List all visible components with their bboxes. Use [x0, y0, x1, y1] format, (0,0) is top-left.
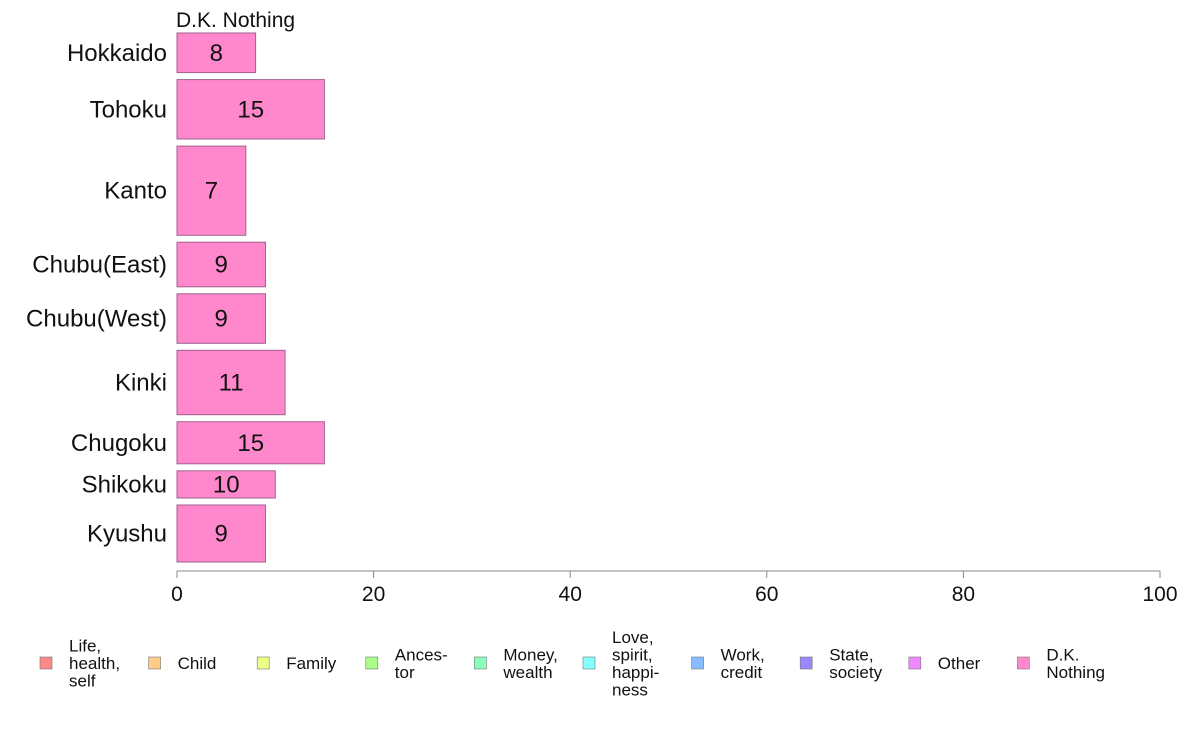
legend-item: Work,credit: [691, 645, 765, 682]
x-tick-label: 100: [1142, 583, 1177, 606]
bar-value-label: 9: [215, 252, 228, 279]
legend-item: Other: [908, 654, 981, 673]
category-label: Kanto: [104, 178, 167, 205]
legend-item: Child: [148, 654, 217, 673]
legend-label: State,: [829, 645, 873, 664]
legend-item: Money,wealth: [474, 645, 558, 682]
legend-swatch: [148, 656, 161, 670]
legend-item: State,society: [799, 645, 883, 682]
legend-label: D.K.: [1046, 645, 1079, 664]
bar-4: [176, 293, 266, 344]
bar-1: [176, 79, 325, 140]
legend-swatch: [256, 656, 270, 670]
bar-0: [176, 32, 257, 74]
legend-label: Money,: [503, 645, 558, 664]
legend-label: Life,: [69, 637, 101, 656]
legend-swatch: [799, 656, 813, 670]
chart-title: D.K. Nothing: [176, 9, 295, 32]
legend-swatch: [691, 656, 704, 670]
bar-6: [176, 421, 325, 465]
bar-3: [176, 241, 266, 288]
legend-label: Love,: [612, 628, 654, 647]
bar-7: [176, 470, 276, 499]
legend-item: Family: [256, 654, 337, 673]
legend-item: D.K.Nothing: [1017, 645, 1105, 682]
x-axis: 0 20 40 60 80 100: [171, 570, 1178, 606]
legend-label: health,: [69, 654, 120, 673]
legend-swatch: [908, 656, 922, 670]
category-label: Chubu(West): [26, 306, 167, 333]
x-tick-label: 80: [952, 583, 975, 606]
bar-value-label: 15: [237, 430, 264, 457]
category-label: Chubu(East): [32, 252, 167, 279]
legend-label: Child: [178, 654, 217, 673]
legend-swatch: [39, 656, 53, 670]
legend-label: Work,: [721, 645, 765, 664]
legend-label: Nothing: [1046, 663, 1105, 682]
bar-value-label: 15: [237, 96, 264, 123]
bar-value-label: 9: [215, 521, 228, 548]
legend-item: Ances-tor: [365, 645, 448, 682]
bar-value-label: 10: [213, 471, 240, 498]
legend-label: Family: [286, 654, 337, 673]
category-labels: Hokkaido Tohoku Kanto Chubu(East) Chubu(West…: [26, 40, 167, 548]
category-label: Kyushu: [87, 521, 167, 548]
category-label: Kinki: [115, 370, 167, 397]
category-label: Tohoku: [90, 96, 167, 123]
legend-label: credit: [721, 663, 763, 682]
legend-swatch: [474, 656, 487, 670]
category-label: Shikoku: [82, 471, 167, 498]
x-tick-label: 40: [559, 583, 582, 606]
legend-label: Ances-: [395, 645, 448, 664]
bar-value-label: 11: [219, 370, 244, 397]
legend-label: ness: [612, 680, 648, 699]
bar-5: [176, 349, 286, 416]
legend-label: spirit,: [612, 645, 653, 664]
legend-item: Life,health,self: [39, 637, 120, 691]
legend-label: self: [69, 672, 96, 691]
bar-value-label: 7: [205, 178, 218, 205]
legend-swatch: [365, 656, 379, 670]
bar-2: [176, 145, 247, 236]
legend-label: wealth: [502, 663, 552, 682]
legend-item: Love,spirit,happi-ness: [582, 628, 659, 699]
x-tick-label: 60: [755, 583, 778, 606]
legend-label: happi-: [612, 663, 659, 682]
legend: Life,health,self Child Family Ances-tor Mone…: [39, 628, 1105, 699]
category-label: Chugoku: [71, 430, 167, 457]
legend-label: Other: [938, 654, 981, 673]
category-label: Hokkaido: [67, 40, 167, 67]
legend-label: society: [829, 663, 882, 682]
bars: 8 15 7 9 9 11 15 10 9: [176, 32, 325, 563]
x-tick-label: 20: [362, 583, 385, 606]
x-tick-label: 0: [171, 583, 183, 606]
bar-value-label: 8: [210, 40, 223, 67]
bar-value-label: 9: [215, 306, 228, 333]
legend-swatch: [582, 656, 596, 670]
bar-8: [176, 504, 266, 563]
legend-label: tor: [395, 663, 415, 682]
legend-swatch: [1017, 656, 1030, 670]
